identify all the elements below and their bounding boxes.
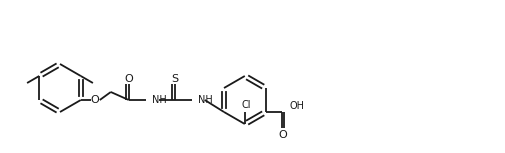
Text: NH: NH — [152, 95, 166, 105]
Text: O: O — [278, 130, 286, 140]
Text: O: O — [90, 95, 99, 105]
Text: O: O — [124, 74, 133, 84]
Text: S: S — [171, 74, 178, 84]
Text: NH: NH — [197, 95, 212, 105]
Text: Cl: Cl — [240, 100, 250, 110]
Text: OH: OH — [289, 101, 304, 111]
